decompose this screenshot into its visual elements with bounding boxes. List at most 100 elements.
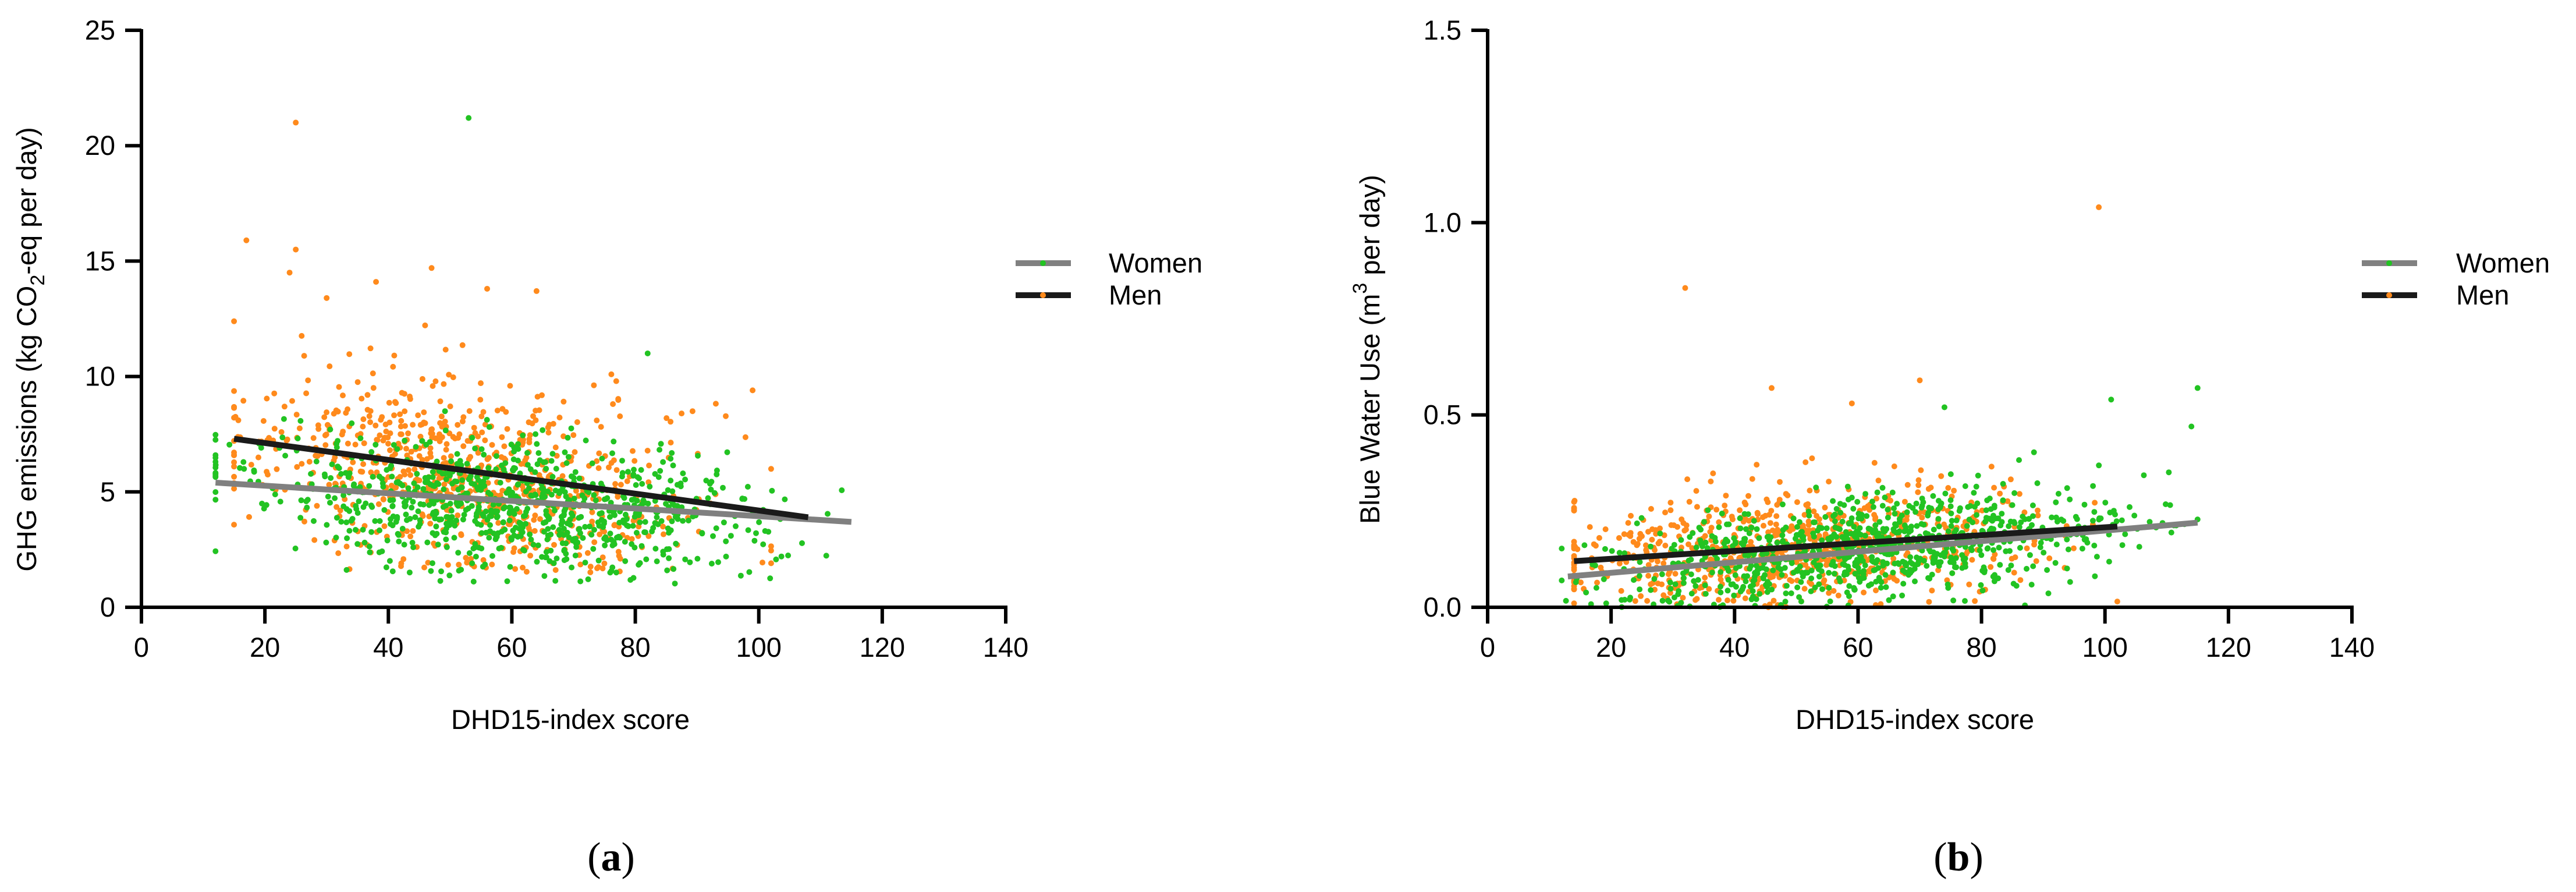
data-point-women-b [1883, 584, 1889, 590]
data-point-women-a [488, 509, 495, 516]
data-point-men-a [271, 390, 278, 397]
data-point-men-a [447, 403, 453, 409]
data-point-women-b [1826, 585, 1832, 591]
axes-a: 0 20 40 60 80 100 120 140 0 5 10 15 20 25 [85, 15, 1028, 663]
data-point-women-a [393, 519, 399, 525]
data-point-men-a [340, 392, 346, 399]
x-tick-label-a: 80 [620, 632, 650, 663]
data-point-men-b [1694, 504, 1700, 510]
data-point-men-a [293, 119, 299, 126]
data-point-women-b [1676, 588, 1682, 594]
data-point-women-a [486, 535, 492, 541]
data-point-women-b [1907, 554, 1914, 560]
data-point-men-a [286, 270, 293, 276]
y-tick-label-a: 25 [85, 15, 115, 45]
data-point-men-b [2033, 558, 2039, 564]
data-point-women-a [577, 578, 584, 585]
data-point-women-a [486, 424, 492, 430]
data-point-women-b [1793, 532, 1800, 538]
data-point-men-a [742, 434, 748, 440]
data-point-men-a [303, 390, 310, 397]
data-point-women-a [670, 462, 676, 469]
data-point-women-a [442, 408, 448, 415]
data-point-men-a [398, 431, 404, 437]
data-point-men-a [467, 454, 474, 460]
data-point-women-b [1779, 532, 1786, 539]
data-point-women-b [2113, 518, 2120, 525]
data-point-women-a [643, 556, 650, 562]
data-point-men-b [1808, 581, 1815, 587]
data-point-men-b [1873, 587, 1879, 593]
data-point-women-b [1984, 546, 1990, 552]
data-point-women-b [1836, 575, 1842, 582]
data-point-men-a [427, 450, 434, 456]
data-point-men-a [510, 549, 516, 555]
data-point-women-b [1765, 533, 1772, 540]
data-point-women-a [425, 479, 431, 486]
data-point-men-b [1951, 487, 1957, 494]
data-point-men-a [646, 462, 652, 469]
data-point-men-a [489, 442, 495, 448]
caption-b: (b) [1933, 835, 1984, 880]
data-point-men-b [1919, 515, 1925, 521]
data-point-men-b [1890, 555, 1897, 562]
data-point-men-a [615, 396, 622, 402]
data-point-women-b [2055, 491, 2061, 497]
data-point-women-b [1716, 524, 1722, 530]
data-point-men-a [246, 514, 252, 520]
x-tick-label-b: 0 [1480, 632, 1495, 663]
data-point-women-b [1698, 526, 1704, 533]
x-axis-label-a: DHD15-index score [451, 704, 690, 735]
data-point-women-a [534, 441, 540, 447]
data-point-women-a [665, 487, 671, 493]
data-point-women-a [580, 535, 586, 541]
data-point-men-b [1680, 594, 1686, 601]
data-point-men-b [1969, 557, 1975, 563]
data-point-women-b [1798, 599, 1804, 605]
data-point-women-a [680, 518, 686, 524]
data-point-men-b [1645, 572, 1652, 579]
data-point-women-b [1890, 569, 1896, 576]
x-tick-label-b: 100 [2082, 632, 2128, 663]
data-point-women-a [212, 452, 219, 458]
data-point-women-a [443, 536, 449, 543]
data-point-men-a [260, 418, 267, 424]
data-point-women-b [1890, 593, 1896, 600]
data-point-women-a [660, 459, 666, 465]
data-point-women-b [1830, 498, 1836, 504]
data-point-women-a [669, 488, 676, 494]
data-point-women-a [494, 514, 500, 521]
data-point-women-b [1852, 560, 1858, 566]
data-point-women-b [1823, 525, 1830, 532]
data-point-women-b [1950, 597, 1957, 604]
data-point-men-a [660, 523, 666, 530]
data-point-men-a [385, 441, 391, 447]
data-point-men-b [1766, 512, 1772, 518]
data-point-women-b [1648, 587, 1654, 593]
data-point-women-b [2006, 523, 2012, 529]
data-point-women-b [1867, 526, 1874, 533]
data-point-women-a [325, 493, 331, 500]
data-point-women-a [281, 416, 287, 422]
data-point-women-b [2053, 541, 2060, 548]
data-point-men-a [466, 408, 473, 414]
data-point-women-a [582, 523, 588, 530]
data-point-men-a [591, 539, 598, 546]
data-point-women-a [543, 554, 549, 561]
data-point-men-a [536, 472, 542, 478]
data-point-men-a [373, 279, 379, 285]
data-point-women-b [1837, 501, 1843, 507]
data-point-women-a [393, 479, 400, 486]
data-point-women-b [1775, 564, 1782, 571]
data-point-women-a [695, 452, 701, 459]
data-point-women-a [520, 432, 526, 438]
data-point-men-b [1655, 540, 1662, 547]
data-point-women-a [675, 516, 681, 522]
x-tick-label-b: 20 [1596, 632, 1626, 663]
data-point-women-b [1782, 565, 1788, 571]
data-point-women-b [1705, 507, 1711, 514]
data-point-men-a [231, 459, 237, 465]
data-point-men-a [406, 467, 411, 473]
data-point-women-b [1839, 518, 1846, 525]
data-point-men-a [333, 504, 340, 510]
